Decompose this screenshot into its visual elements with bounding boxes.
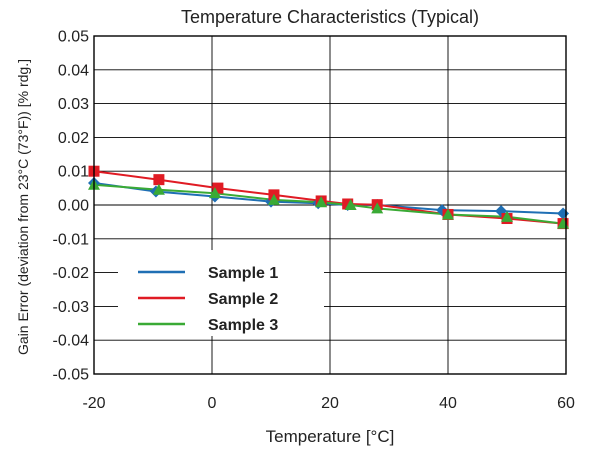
- data-point-series-3: [208, 187, 221, 199]
- y-tick-label: 0.03: [58, 96, 89, 113]
- data-point-series-3: [152, 183, 165, 195]
- y-tick-label: -0.01: [53, 231, 90, 248]
- data-point-series-2: [153, 174, 165, 186]
- data-point-series-3: [442, 208, 454, 220]
- y-tick-label: -0.05: [53, 367, 90, 384]
- data-point-series-3: [267, 193, 280, 205]
- y-tick-label: -0.04: [53, 333, 90, 350]
- y-tick-label: -0.03: [53, 299, 90, 316]
- legend: Sample 1 Sample 2 Sample 3: [118, 250, 324, 336]
- data-point-series-3: [315, 196, 328, 208]
- legend-box: [118, 250, 324, 336]
- plot-frame: [93, 35, 567, 375]
- series-lines: [93, 170, 564, 225]
- data-point-series-3: [501, 210, 513, 222]
- x-tick-label: 60: [557, 395, 575, 412]
- series-line-3: [93, 183, 564, 225]
- y-tick-labels: 0.05 0.04 0.03 0.02 0.01 0.00 -0.01 -0.02 -0.03 -…: [53, 29, 90, 384]
- legend-label: Sample 1: [208, 265, 278, 282]
- data-point-series-3: [344, 199, 357, 210]
- y-tick-label: 0.00: [58, 198, 89, 215]
- x-tick-label: 0: [208, 395, 217, 412]
- data-point-series-2: [212, 182, 224, 194]
- legend-label: Sample 3: [208, 317, 278, 334]
- y-tick-label: 0.02: [58, 130, 89, 147]
- chart-title: Temperature Characteristics (Typical): [181, 7, 479, 27]
- x-tick-label: 40: [439, 395, 457, 412]
- y-tick-label: 0.04: [58, 62, 89, 79]
- x-axis-label: Temperature [°C]: [266, 427, 395, 446]
- x-tick-label: 20: [321, 395, 339, 412]
- y-tick-label: -0.02: [53, 265, 90, 282]
- x-tick-label: -20: [82, 395, 105, 412]
- y-tick-label: 0.01: [58, 164, 89, 181]
- x-tick-labels: -20 0 20 40 60: [82, 395, 575, 412]
- data-point-series-3: [371, 202, 384, 214]
- y-tick-label: 0.05: [58, 29, 89, 46]
- data-point-series-2: [342, 198, 354, 210]
- y-axis-label: Gain Error (deviation from 23°C (73°F)) …: [15, 59, 31, 355]
- legend-label: Sample 2: [208, 291, 278, 308]
